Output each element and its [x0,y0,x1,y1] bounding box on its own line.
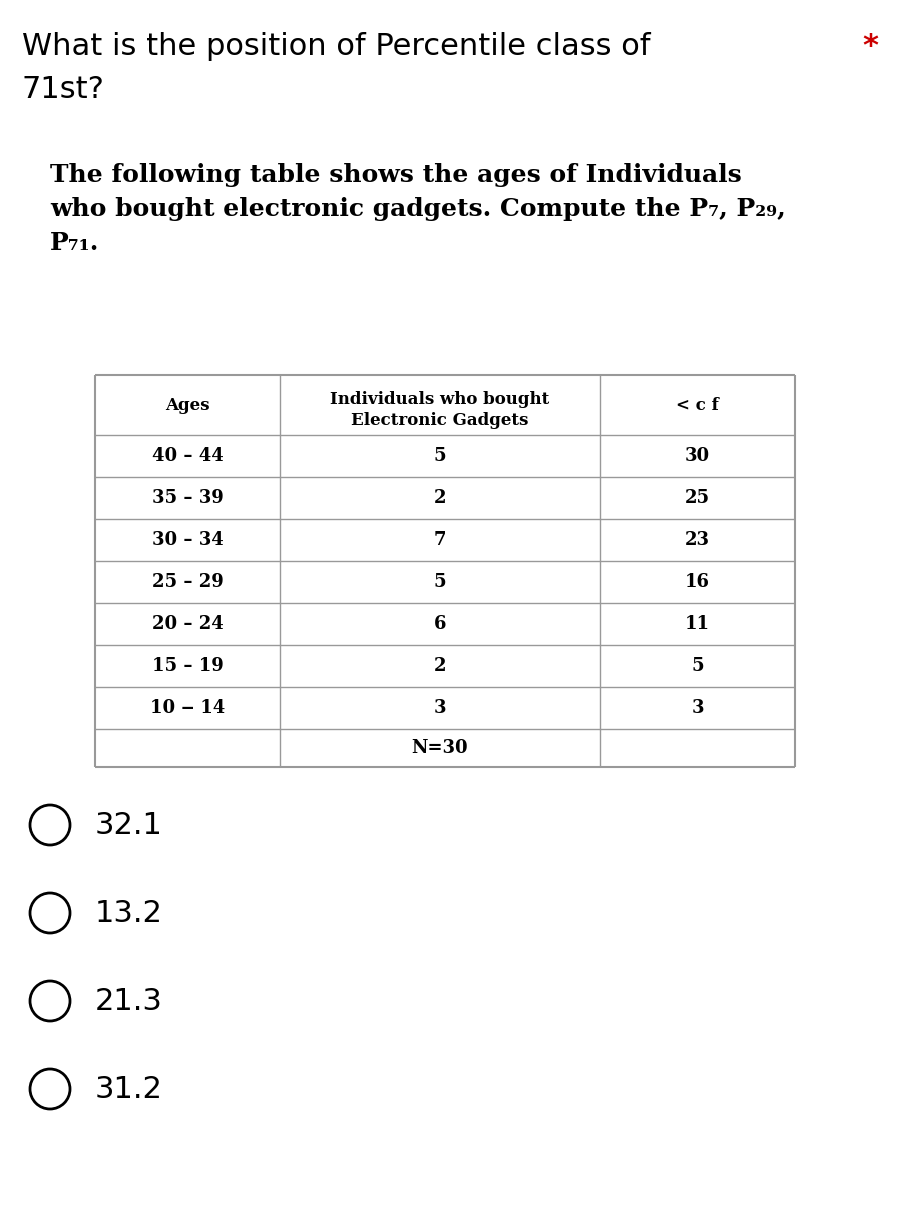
Text: 23: 23 [685,531,710,549]
Text: 71st?: 71st? [22,75,105,105]
Text: The following table shows the ages of Individuals: The following table shows the ages of In… [50,164,742,187]
Text: 3: 3 [434,699,446,717]
Text: 30 – 34: 30 – 34 [151,531,223,549]
Text: 32.1: 32.1 [95,811,163,840]
Text: 13.2: 13.2 [95,898,163,927]
Text: 31.2: 31.2 [95,1075,163,1103]
Text: 7: 7 [434,531,446,549]
Text: 10 ‒ 14: 10 ‒ 14 [150,699,225,717]
Text: 5: 5 [434,446,446,465]
Text: Individuals who bought: Individuals who bought [330,391,550,408]
Text: Ages: Ages [166,396,210,413]
Text: 35 – 39: 35 – 39 [151,490,223,507]
Text: *: * [862,32,878,62]
Text: 11: 11 [685,615,710,633]
Text: < c f: < c f [676,396,719,413]
Text: 6: 6 [434,615,446,633]
Text: 21.3: 21.3 [95,986,163,1016]
Text: P₇₁.: P₇₁. [50,231,99,255]
Text: 2: 2 [434,657,446,675]
Text: who bought electronic gadgets. Compute the P₇, P₂₉,: who bought electronic gadgets. Compute t… [50,197,786,221]
Text: 25 – 29: 25 – 29 [151,573,223,590]
Text: Electronic Gadgets: Electronic Gadgets [351,412,528,429]
Text: 15 – 19: 15 – 19 [151,657,223,675]
Text: 16: 16 [685,573,710,590]
Text: 20 – 24: 20 – 24 [151,615,223,633]
Text: 2: 2 [434,490,446,507]
Text: 40 – 44: 40 – 44 [151,446,223,465]
Text: 5: 5 [691,657,704,675]
Text: 30: 30 [685,446,710,465]
Text: 25: 25 [685,490,710,507]
Text: What is the position of Percentile class of: What is the position of Percentile class… [22,32,651,62]
Text: 3: 3 [691,699,704,717]
Text: 5: 5 [434,573,446,590]
Text: N=30: N=30 [411,739,468,756]
